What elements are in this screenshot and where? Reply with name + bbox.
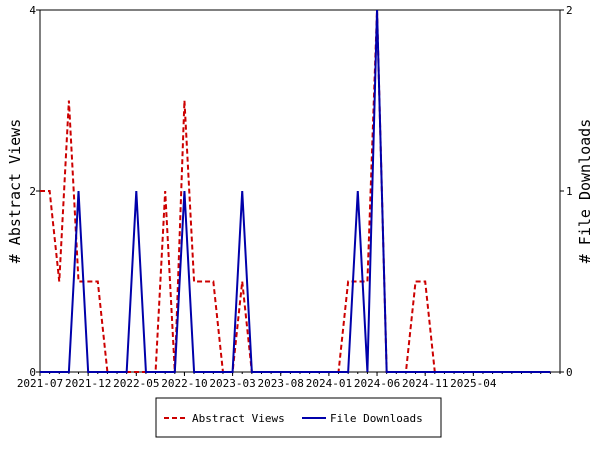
series-line-file-downloads bbox=[40, 9, 551, 373]
x-axis: 2021-07 2021-12 2022-05 2022-10 2023-03 2023-… bbox=[17, 372, 561, 390]
y-left-tick-label-2: 4 bbox=[29, 4, 36, 17]
x-tick-label-8: 2024-11 bbox=[402, 377, 448, 390]
series-layer bbox=[40, 9, 551, 373]
x-tick-label-5: 2023-08 bbox=[258, 377, 304, 390]
legend: Abstract Views File Downloads bbox=[155, 397, 442, 438]
x-tick-label-7: 2024-06 bbox=[354, 377, 400, 390]
y-axis-right-title: # File Downloads bbox=[576, 119, 594, 264]
x-tick-label-2: 2022-05 bbox=[113, 377, 159, 390]
legend-label-file-downloads: File Downloads bbox=[330, 412, 423, 425]
x-tick-label-0: 2021-07 bbox=[17, 377, 63, 390]
x-tick-label-4: 2023-03 bbox=[209, 377, 255, 390]
y-right-tick-label-1: 1 bbox=[566, 185, 573, 198]
plot-area bbox=[39, 9, 561, 373]
legend-label-abstract-views: Abstract Views bbox=[192, 412, 285, 425]
y-axis-left: 0 2 4 bbox=[29, 4, 40, 379]
y-right-tick-label-0: 0 bbox=[566, 366, 573, 379]
y-left-tick-label-0: 0 bbox=[29, 366, 36, 379]
x-tick-label-1: 2021-12 bbox=[65, 377, 111, 390]
legend-box bbox=[155, 397, 442, 438]
y-axis-right: 0 1 2 bbox=[560, 4, 573, 379]
x-tick-label-6: 2024-01 bbox=[306, 377, 352, 390]
x-tick-label-3: 2022-10 bbox=[161, 377, 207, 390]
y-left-tick-label-1: 2 bbox=[29, 185, 36, 198]
y-right-tick-label-2: 2 bbox=[566, 4, 573, 17]
y-axis-left-title: # Abstract Views bbox=[6, 119, 24, 264]
x-tick-label-9: 2025-04 bbox=[450, 377, 497, 390]
